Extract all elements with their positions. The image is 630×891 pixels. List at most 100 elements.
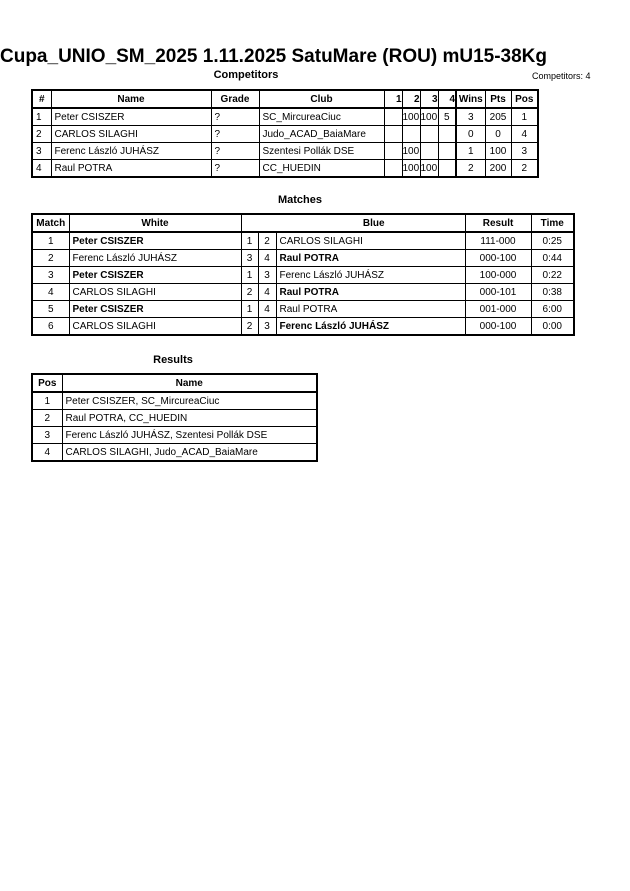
header-grade: Grade	[210, 89, 260, 109]
competitor-grade: ?	[210, 107, 260, 126]
header-name: Name	[61, 373, 318, 393]
match-time: 0:22	[530, 266, 575, 284]
match-number: 5	[31, 300, 70, 318]
match-row: 6 CARLOS SILAGHI 2 3 Ferenc László JUHÁSZ 000…	[31, 317, 575, 336]
blue-competitor: Ferenc László JUHÁSZ	[275, 317, 466, 336]
match-row: 5 Peter CSISZER 1 4 Raul POTRA 001-000 6:00	[31, 300, 575, 318]
header-club: Club	[258, 89, 385, 109]
score-vs-4	[437, 125, 457, 143]
header-pos: Pos	[510, 89, 539, 109]
white-competitor: Peter CSISZER	[68, 231, 242, 250]
result-position: 1	[31, 391, 63, 410]
result-name: Peter CSISZER, SC_MircureaCiuc	[61, 391, 318, 410]
score-vs-3: 100	[419, 159, 439, 178]
match-row: 1 Peter CSISZER 1 2 CARLOS SILAGHI 111-000 0:2…	[31, 231, 575, 250]
header-pts: Pts	[484, 89, 512, 109]
competitor-name: Peter CSISZER	[50, 107, 212, 126]
result-row: 1 Peter CSISZER, SC_MircureaCiuc	[31, 391, 318, 410]
competitor-club: Szentesi Pollák DSE	[258, 142, 385, 160]
white-competitor: Ferenc László JUHÁSZ	[68, 249, 242, 267]
header-4: 4	[437, 89, 457, 109]
score-vs-2: 100	[401, 107, 421, 126]
score-vs-2: 100	[401, 159, 421, 178]
blue-competitor: Raul POTRA	[275, 300, 466, 318]
header-result: Result	[464, 213, 532, 233]
white-number: 2	[240, 317, 259, 336]
competitor-grade: ?	[210, 142, 260, 160]
match-number: 6	[31, 317, 70, 336]
competitor-name: Ferenc László JUHÁSZ	[50, 142, 212, 160]
blue-number: 4	[257, 249, 277, 267]
header-match: Match	[31, 213, 70, 233]
competitors-table: # Name Grade Club 1 2 3 4 Wins Pts Pos 1 Peter CSIS…	[31, 89, 539, 178]
result-name: CARLOS SILAGHI, Judo_ACAD_BaiaMare	[61, 443, 318, 462]
competitor-grade: ?	[210, 159, 260, 178]
match-number: 1	[31, 231, 70, 250]
competitor-points: 0	[484, 125, 512, 143]
score-vs-1	[383, 142, 403, 160]
result-row: 3 Ferenc László JUHÁSZ, Szentesi Pollák D…	[31, 426, 318, 444]
result-position: 2	[31, 409, 63, 427]
competitor-wins: 0	[455, 125, 486, 143]
result-row: 4 CARLOS SILAGHI, Judo_ACAD_BaiaMare	[31, 443, 318, 462]
white-competitor: Peter CSISZER	[68, 266, 242, 284]
header-white: White	[68, 213, 242, 233]
results-heading: Results	[153, 354, 193, 366]
score-vs-1	[383, 107, 403, 126]
match-result: 000-100	[464, 249, 532, 267]
header-name: Name	[50, 89, 212, 109]
white-number: 1	[240, 231, 259, 250]
matches-heading: Matches	[277, 194, 323, 206]
result-row: 2 Raul POTRA, CC_HUEDIN	[31, 409, 318, 427]
match-result: 111-000	[464, 231, 532, 250]
result-name: Raul POTRA, CC_HUEDIN	[61, 409, 318, 427]
competitor-wins: 3	[455, 107, 486, 126]
competitor-row: 2 CARLOS SILAGHI? Judo_ACAD_BaiaMare 0 0 4	[31, 125, 539, 143]
blue-number: 4	[257, 283, 277, 301]
header-num: #	[31, 89, 52, 109]
match-time: 0:25	[530, 231, 575, 250]
score-vs-4: 5	[437, 107, 457, 126]
blue-competitor: Ferenc László JUHÁSZ	[275, 266, 466, 284]
competitor-row: 4 Raul POTRA? CC_HUEDIN 100 100 2 200 2	[31, 159, 539, 178]
competitor-name: Raul POTRA	[50, 159, 212, 178]
competitor-row: 1 Peter CSISZER? SC_MircureaCiuc 100 100 5 3 20…	[31, 107, 539, 126]
match-result: 000-100	[464, 317, 532, 336]
match-row: 4 CARLOS SILAGHI 2 4 Raul POTRA 000-101 0:38	[31, 283, 575, 301]
blue-number: 2	[257, 231, 277, 250]
results-table: Pos Name 1 Peter CSISZER, SC_MircureaCiuc…	[31, 373, 318, 462]
competitor-number: 1	[31, 107, 52, 126]
match-time: 6:00	[530, 300, 575, 318]
score-vs-4	[437, 142, 457, 160]
competitor-position: 2	[510, 159, 539, 178]
blue-competitor: Raul POTRA	[275, 283, 466, 301]
match-number: 3	[31, 266, 70, 284]
blue-number: 3	[257, 317, 277, 336]
score-vs-3: 100	[419, 107, 439, 126]
competitor-wins: 2	[455, 159, 486, 178]
white-number: 1	[240, 300, 259, 318]
header-3: 3	[419, 89, 439, 109]
match-time: 0:00	[530, 317, 575, 336]
competitors-count: Competitors: 4	[532, 71, 591, 81]
match-number: 4	[31, 283, 70, 301]
competitor-club: CC_HUEDIN	[258, 159, 385, 178]
score-vs-4	[437, 159, 457, 178]
match-time: 0:38	[530, 283, 575, 301]
competitors-heading: Competitors	[213, 69, 279, 81]
score-vs-2	[401, 125, 421, 143]
competitor-position: 3	[510, 142, 539, 160]
competitor-points: 200	[484, 159, 512, 178]
competitor-number: 3	[31, 142, 52, 160]
score-vs-1	[383, 159, 403, 178]
match-time: 0:44	[530, 249, 575, 267]
competitor-number: 4	[31, 159, 52, 178]
header-blue: Blue	[240, 213, 466, 233]
blue-competitor: CARLOS SILAGHI	[275, 231, 466, 250]
page-title: Cupa_UNIO_SM_2025 1.11.2025 SatuMare (RO…	[0, 46, 548, 67]
white-competitor: Peter CSISZER	[68, 300, 242, 318]
competitor-row: 3 Ferenc László JUHÁSZ? Szentesi Pollák DS…	[31, 142, 539, 160]
competitor-grade: ?	[210, 125, 260, 143]
white-number: 3	[240, 249, 259, 267]
result-position: 4	[31, 443, 63, 462]
